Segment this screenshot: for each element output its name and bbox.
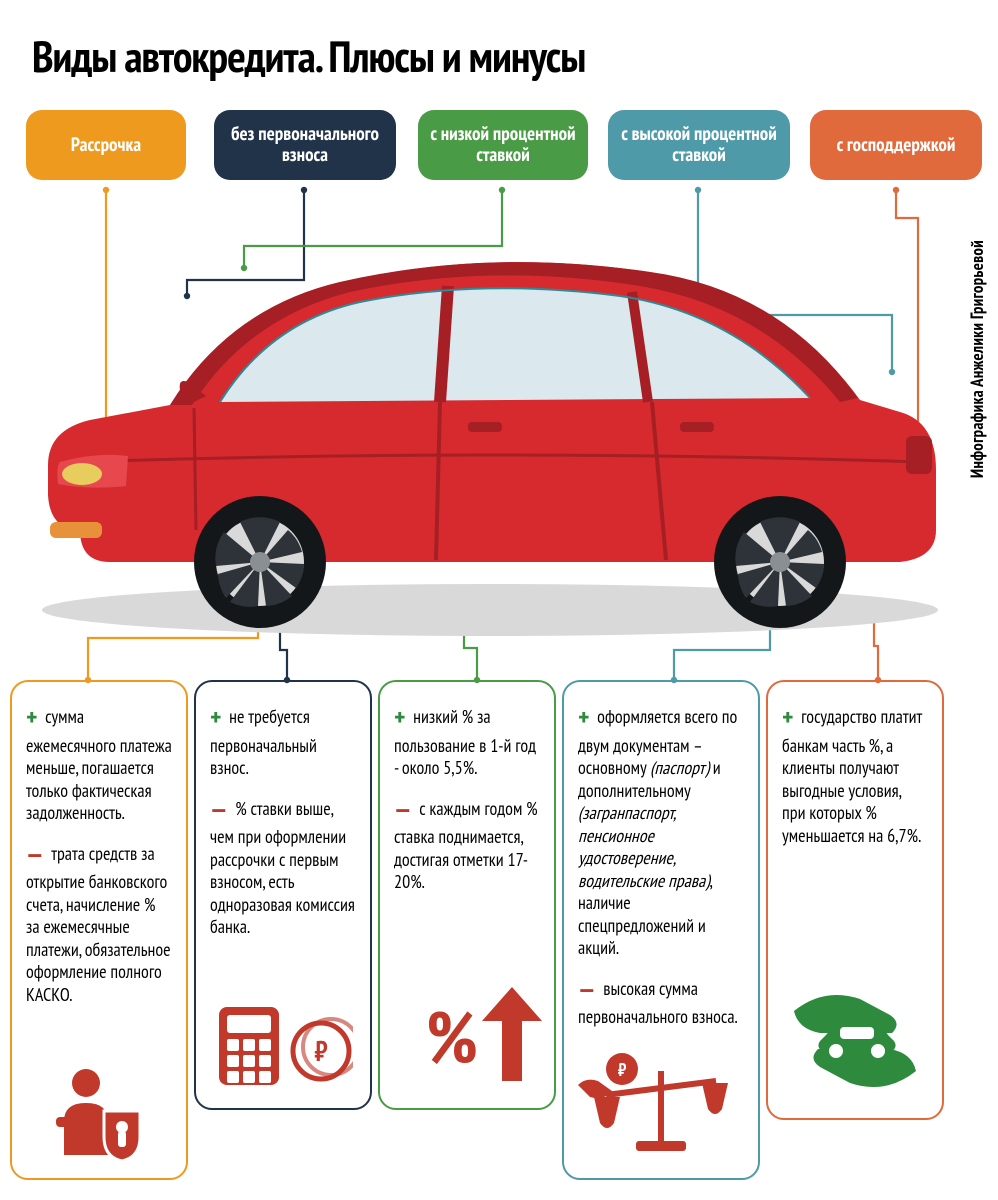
hands-car-icon [768, 981, 942, 1107]
plus-icon: + [210, 702, 222, 735]
plus-icon: + [26, 702, 38, 735]
badge-high-rate: с высокой процентной ставкой [608, 110, 790, 180]
scale-ruble-icon: ₽ [564, 1051, 758, 1167]
svg-text:₽: ₽ [314, 1032, 327, 1069]
card-low-rate: + низкий % за пользование в 1-й год - ок… [378, 680, 556, 1110]
car-illustration [20, 230, 960, 650]
plus-icon: + [394, 702, 406, 735]
badge-no-down: без первоначального взноса [214, 110, 396, 180]
badge-low-rate: с низкой процентной ставкой [418, 110, 588, 180]
svg-text:₽: ₽ [618, 1058, 627, 1081]
minus-text: — с каждым годом % ставка поднимается, д… [394, 794, 540, 894]
man-shield-icon [12, 1061, 186, 1167]
badge-row: Рассрочка без первоначального взноса с низ… [0, 110, 998, 200]
minus-text: — трата средств за открытие банковского … [26, 839, 172, 1007]
plus-text: + оформляется всего по двум документам –… [578, 702, 744, 960]
plus-text: + низкий % за пользование в 1-й год - ок… [394, 702, 540, 780]
plus-text: + не требуется первоначальный взнос. [210, 702, 356, 780]
plus-text: + сумма ежемесячного платежа меньше, пог… [26, 702, 172, 825]
minus-text: — % ставки выше, чем при оформлении расс… [210, 794, 356, 939]
badge-gov: с господдержкой [810, 110, 982, 180]
card-no-down: + не требуется первоначальный взнос. — % … [194, 680, 372, 1110]
credit-line: Инфографика Анжелики Григорьевой [966, 240, 988, 478]
plus-icon: + [578, 702, 590, 735]
minus-icon: — [394, 794, 412, 827]
plus-text: + государство платит банкам часть %, а к… [782, 702, 928, 847]
svg-text:%: % [426, 990, 478, 1083]
card-installment: + сумма ежемесячного платежа меньше, пог… [10, 680, 188, 1180]
page-title: Виды автокредита. Плюсы и минусы [32, 28, 585, 85]
minus-icon: — [26, 839, 44, 872]
minus-icon: — [210, 794, 228, 827]
minus-icon: — [578, 974, 596, 1007]
card-high-rate: + оформляется всего по двум документам –… [562, 680, 760, 1180]
calc-coins-icon: ₽ [196, 1001, 370, 1097]
plus-icon: + [782, 702, 794, 735]
card-gov: + государство платит банкам часть %, а к… [766, 680, 944, 1120]
badge-installment: Рассрочка [26, 110, 186, 180]
cards-row: + сумма ежемесячного платежа меньше, пог… [10, 680, 988, 1180]
minus-text: — высокая сумма первоначального взноса. [578, 974, 744, 1029]
percent-arrow-icon: % [380, 981, 554, 1097]
